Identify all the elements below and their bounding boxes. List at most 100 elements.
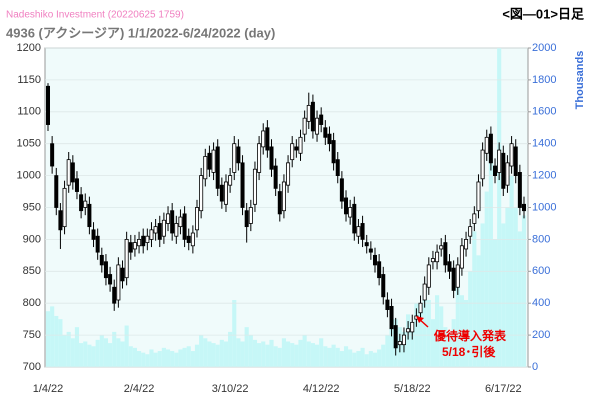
volume-bar	[455, 274, 460, 367]
candle-body	[70, 162, 75, 183]
volume-bar	[62, 335, 67, 367]
volume-bar	[335, 347, 340, 367]
volume-bar	[248, 335, 253, 367]
candle-body	[381, 274, 386, 298]
volume-bar	[372, 352, 378, 367]
candle-body	[310, 101, 315, 132]
candle-body	[323, 127, 328, 138]
candle-body	[120, 267, 125, 282]
candle-body	[87, 203, 92, 228]
candle-body	[252, 168, 257, 205]
volume-bar	[108, 343, 113, 367]
y2-tick-label: 0	[532, 361, 538, 373]
volume-bar	[161, 347, 166, 367]
candle-body	[385, 299, 390, 310]
x-tick-label: 5/18/22	[394, 383, 431, 395]
candle-body	[468, 226, 473, 237]
candle-body	[186, 235, 191, 243]
candle-body	[459, 245, 464, 269]
volume-bar	[356, 351, 361, 367]
candle-body	[364, 242, 369, 247]
candle-body	[430, 258, 435, 263]
volume-bar	[501, 223, 506, 367]
candle-body	[298, 136, 303, 154]
candle-body	[95, 235, 100, 253]
volume-bar	[149, 349, 154, 367]
candle-body	[356, 226, 361, 237]
candle-body	[211, 149, 216, 173]
candle-body	[54, 175, 59, 208]
volume-bar	[319, 338, 324, 367]
candle-body	[124, 238, 129, 279]
volume-bar	[74, 327, 80, 367]
arrow-head	[416, 316, 424, 323]
volume-bar	[269, 339, 274, 367]
candle-body	[410, 321, 415, 333]
candle-body	[99, 254, 104, 266]
volume-bar	[298, 339, 303, 367]
y2-tick-label: 400	[532, 297, 550, 309]
candle-body	[360, 223, 365, 240]
volume-bar	[223, 341, 229, 367]
volume-bar	[513, 207, 518, 367]
volume-bar	[476, 255, 481, 367]
volume-bar	[215, 344, 220, 367]
candle-body	[315, 117, 320, 135]
candle-body	[406, 328, 411, 333]
candle-body	[215, 146, 220, 189]
x-tick-label: 2/4/22	[124, 383, 155, 395]
volume-bar	[290, 343, 295, 367]
volume-bar	[120, 341, 125, 367]
volume-bar	[389, 325, 394, 367]
candle-body	[335, 159, 340, 176]
volume-bar	[302, 335, 307, 367]
volume-bar	[165, 349, 171, 367]
candle-body	[306, 105, 311, 122]
y2-tick-label: 200	[532, 329, 550, 341]
y-tick-label: 800	[23, 297, 41, 309]
corner-title: <図―01>日足	[502, 6, 585, 21]
candle-body	[372, 254, 377, 266]
candle-body	[493, 165, 498, 176]
volume-bar	[306, 341, 311, 367]
volume-bar	[426, 300, 431, 367]
y2-tick-label: 1000	[532, 201, 556, 213]
candle-body	[480, 149, 485, 180]
candle-body	[505, 162, 510, 186]
candle-body	[426, 264, 431, 288]
candle-body	[132, 242, 137, 250]
y-tick-label: 1050	[17, 138, 41, 150]
volume-bar	[45, 311, 51, 367]
volume-bar	[153, 352, 158, 367]
x-tick-label: 4/12/22	[303, 383, 340, 395]
candle-body	[74, 178, 79, 192]
volume-bar	[50, 306, 55, 367]
volume-bar	[521, 215, 527, 367]
volume-bar	[99, 335, 104, 367]
y-tick-label: 1200	[17, 42, 41, 54]
candle-body	[286, 162, 291, 186]
candle-body	[103, 261, 108, 279]
y2-label: Thousands	[574, 51, 586, 110]
x-tick-label: 6/17/22	[485, 383, 522, 395]
volume-bar	[83, 341, 88, 367]
y2-tick-label: 1400	[532, 138, 556, 150]
candle-body	[58, 210, 63, 231]
y-tick-label: 950	[23, 201, 41, 213]
candle-body	[418, 302, 423, 314]
volume-bar	[199, 335, 204, 367]
candle-body	[137, 238, 142, 247]
candle-body	[517, 172, 522, 208]
candle-body	[389, 305, 394, 330]
candle-body	[513, 146, 518, 176]
volume-bar	[484, 191, 489, 367]
candle-body	[261, 130, 266, 148]
candle-body	[236, 146, 241, 164]
candle-body	[182, 213, 187, 240]
volume-bar	[58, 319, 63, 367]
candle-body	[228, 175, 233, 186]
volume-bar	[418, 311, 423, 367]
candle-body	[435, 251, 440, 263]
candle-body	[257, 143, 262, 173]
y-tick-label: 700	[23, 361, 41, 373]
